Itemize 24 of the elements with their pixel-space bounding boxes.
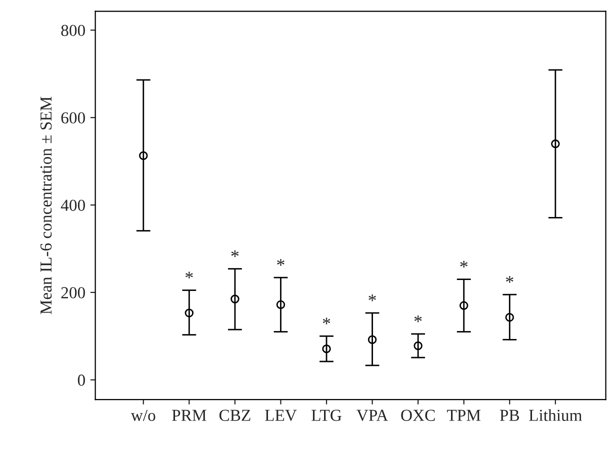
annotation: * <box>460 260 468 268</box>
annotation: * <box>368 294 376 302</box>
x-tick-label: LTG <box>312 410 342 421</box>
x-tick-label: w/o <box>130 410 156 421</box>
x-tick-label: Lithium <box>529 409 582 421</box>
annotation: * <box>186 272 193 278</box>
y-axis-title: Mean IL-6 concentration ± SEM <box>40 96 52 314</box>
annotation: * <box>277 259 284 266</box>
annotation: * <box>506 276 514 283</box>
y-tick-label: 200 <box>61 287 85 298</box>
y-tick-label: 0 <box>78 374 85 386</box>
x-tick-label: TPM <box>447 410 481 421</box>
annotation: * <box>231 250 239 257</box>
y-tick-label: 600 <box>61 112 85 124</box>
x-tick-label: LEV <box>265 410 297 422</box>
annotation: * <box>322 318 330 324</box>
x-tick-label: VPA <box>356 410 388 422</box>
y-tick-label: 400 <box>60 200 85 211</box>
x-tick-label: PRM <box>172 410 206 421</box>
x-tick-label: OXC <box>401 410 435 421</box>
x-tick-label: PB <box>500 410 520 421</box>
annotation: * <box>414 316 422 322</box>
x-tick-label: CBZ <box>219 410 250 421</box>
y-tick-label: 800 <box>61 24 85 36</box>
